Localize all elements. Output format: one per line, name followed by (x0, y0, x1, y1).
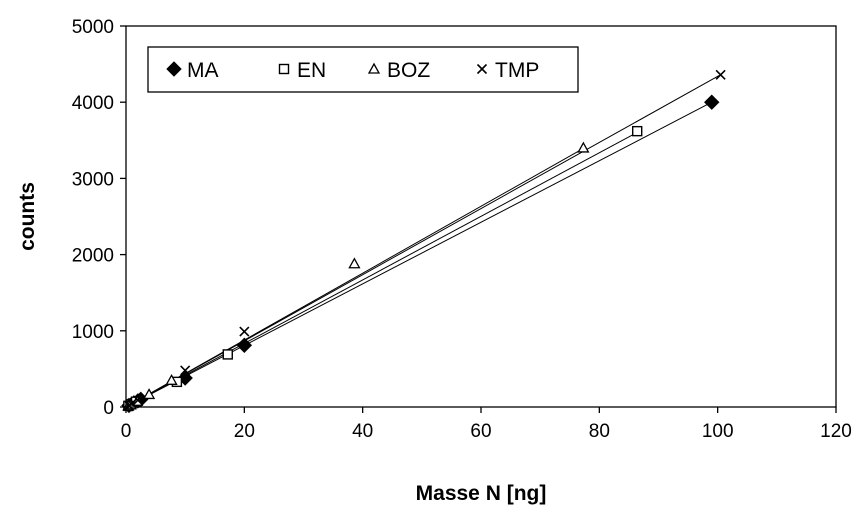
y-tick-label: 2000 (72, 246, 114, 267)
x-tick-label: 100 (702, 421, 734, 442)
legend: MA EN BOZ TMP (147, 46, 579, 93)
legend-marker-boz (367, 62, 381, 74)
legend-label-en: EN (297, 59, 326, 82)
x-tick-label: 60 (470, 421, 491, 442)
point-ma (236, 337, 253, 353)
point-boz (165, 373, 178, 385)
y-tick-label: 0 (103, 398, 114, 419)
x-tick-label: 120 (820, 421, 852, 442)
point-ma (704, 94, 720, 110)
point-boz (577, 141, 590, 153)
x-tick-label: 80 (589, 421, 610, 442)
x-tick-label: 40 (352, 421, 373, 442)
fit-line-ma (125, 101, 712, 408)
y-tick-label: 1000 (72, 322, 114, 343)
x-tick-labels: 0 20 40 60 80 100 120 (121, 421, 852, 442)
legend-marker-ma (166, 61, 182, 77)
point-boz (142, 388, 156, 400)
legend-box (147, 46, 579, 93)
y-tick-labels: 0 1000 2000 3000 4000 5000 (72, 17, 114, 419)
point-tmp (715, 69, 726, 80)
legend-marker-en (278, 63, 290, 75)
y-tick-label: 5000 (72, 17, 114, 38)
point-tmp (132, 395, 143, 406)
x-tick-label: 20 (234, 421, 255, 442)
legend-marker-tmp (476, 63, 488, 75)
point-boz (348, 257, 361, 269)
x-axis-title: Masse N [ng] (416, 482, 547, 505)
y-axis-title: counts (16, 182, 39, 251)
y-tick-label: 4000 (72, 93, 114, 114)
point-tmp (180, 365, 191, 376)
point-tmp (239, 326, 250, 337)
fit-line-tmp (125, 74, 721, 408)
x-tick-label: 0 (121, 421, 132, 442)
point-en (632, 125, 643, 137)
legend-label-tmp: TMP (495, 59, 539, 82)
legend-label-boz: BOZ (387, 59, 430, 82)
y-tick-label: 3000 (72, 169, 114, 190)
fit-line-en (125, 132, 638, 408)
axes (120, 25, 837, 413)
legend-label-ma: MA (187, 59, 219, 82)
fit-lines (125, 74, 721, 408)
point-en (222, 349, 233, 360)
